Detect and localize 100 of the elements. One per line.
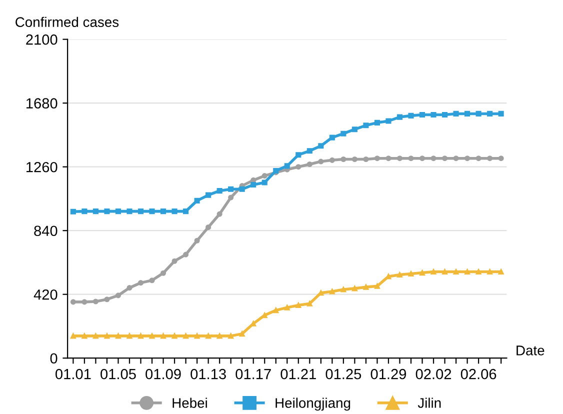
point — [206, 192, 212, 198]
point — [104, 208, 110, 214]
y-tick-label: 2100 — [26, 34, 58, 45]
point — [442, 112, 448, 118]
point — [464, 110, 470, 116]
point — [442, 268, 448, 275]
point — [352, 156, 358, 162]
point — [138, 280, 144, 286]
point — [498, 268, 504, 275]
point — [419, 112, 426, 118]
point — [126, 285, 132, 291]
x-tick-label: 01.29 — [370, 368, 406, 380]
point — [228, 186, 234, 192]
point — [262, 180, 268, 186]
y-tick-label: 0 — [50, 353, 58, 364]
legend-label: Jilin — [418, 398, 441, 408]
point — [92, 208, 98, 214]
point — [442, 156, 448, 162]
point — [296, 152, 302, 158]
x-tick-label: 01.21 — [280, 368, 316, 380]
point — [419, 156, 426, 162]
point — [340, 130, 346, 136]
point — [70, 208, 76, 214]
point — [386, 156, 392, 162]
point — [250, 182, 256, 188]
point — [408, 270, 414, 276]
point — [149, 208, 155, 214]
y-tick-label: 420 — [34, 289, 58, 300]
point — [476, 268, 482, 275]
point — [92, 298, 98, 304]
point — [498, 156, 504, 162]
point — [284, 163, 290, 169]
x-tick-label: 01.25 — [326, 368, 362, 380]
point — [194, 238, 200, 244]
x-tick-label: 02.06 — [460, 368, 496, 380]
point — [296, 164, 302, 170]
y-tick-label: 840 — [34, 226, 58, 236]
point — [160, 270, 166, 276]
x-tick-label: 02.02 — [416, 368, 452, 380]
point — [318, 143, 324, 149]
point — [453, 110, 459, 116]
x-tick-label: 01.01 — [56, 368, 91, 380]
point — [239, 186, 245, 192]
point — [396, 272, 403, 278]
point — [464, 268, 470, 275]
point — [487, 110, 493, 116]
point — [160, 208, 166, 214]
point — [228, 194, 234, 200]
y-tick-label: 1260 — [26, 162, 58, 172]
point — [487, 156, 493, 162]
point — [374, 156, 380, 162]
point — [284, 304, 290, 310]
point — [149, 278, 155, 284]
point — [464, 156, 470, 162]
point — [306, 300, 312, 306]
point — [183, 252, 189, 258]
point — [115, 292, 122, 298]
point — [329, 134, 335, 140]
point — [476, 156, 482, 162]
x-tick-label: 01.05 — [100, 368, 136, 380]
point — [70, 299, 76, 305]
legend-label: Heilongjiang — [276, 398, 350, 411]
point — [126, 208, 132, 214]
point — [172, 258, 178, 264]
point — [216, 211, 222, 217]
point — [408, 156, 414, 162]
point — [430, 156, 436, 162]
point — [453, 268, 459, 275]
point — [216, 188, 222, 194]
point — [318, 158, 324, 164]
point — [262, 173, 268, 179]
point — [396, 156, 403, 162]
point — [408, 112, 414, 118]
point — [306, 161, 312, 168]
y-axis-title: Confirmed cases — [16, 16, 119, 28]
y-tick-label: 1680 — [26, 98, 58, 109]
point — [194, 198, 200, 204]
point — [306, 148, 312, 154]
point — [138, 208, 144, 214]
point — [206, 224, 212, 230]
point — [386, 118, 392, 124]
x-tick-label: 01.17 — [236, 368, 271, 380]
point — [115, 208, 122, 214]
point — [487, 268, 493, 275]
x-axis-title: Date — [516, 346, 544, 356]
point — [374, 120, 380, 126]
point — [172, 208, 178, 214]
point — [82, 299, 88, 305]
point — [352, 126, 358, 132]
point — [363, 156, 369, 162]
point — [430, 268, 436, 275]
point — [476, 110, 482, 116]
x-tick-label: 01.13 — [190, 368, 226, 380]
point — [104, 296, 110, 302]
point — [340, 156, 346, 162]
point — [453, 156, 459, 162]
point — [82, 208, 88, 214]
legend-label: Hebei — [172, 398, 207, 408]
point — [250, 320, 256, 326]
point — [374, 283, 380, 289]
